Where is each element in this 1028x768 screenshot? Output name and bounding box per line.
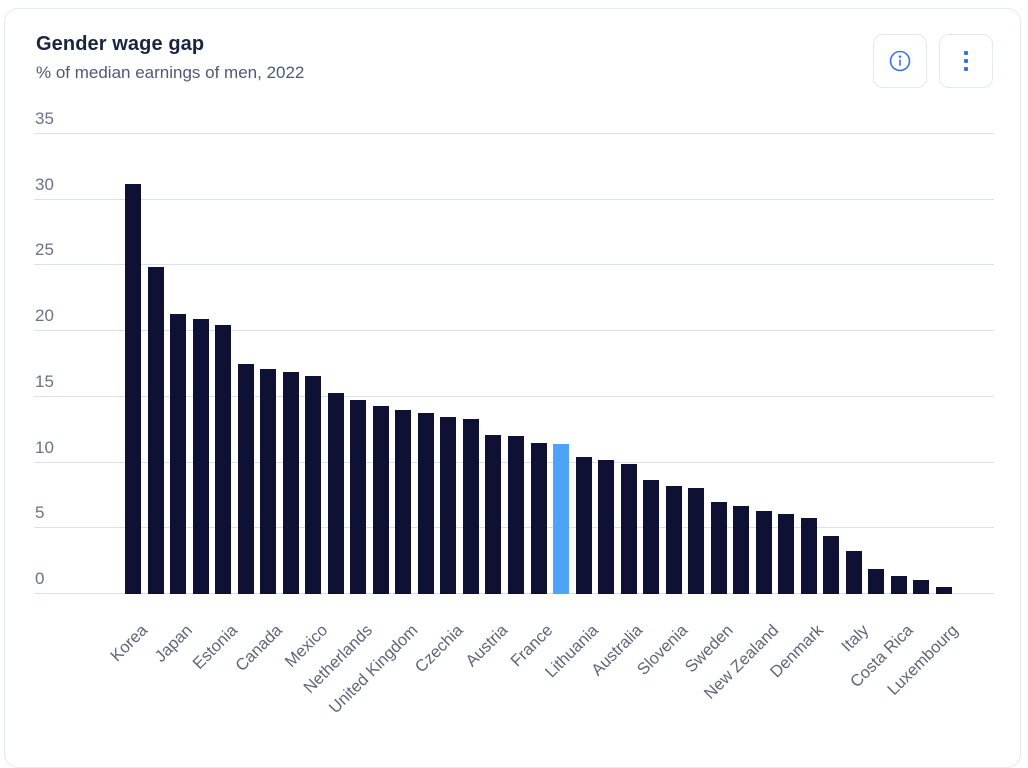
bar-slovenia[interactable] xyxy=(665,486,682,594)
bar-14[interactable] xyxy=(417,412,434,594)
x-label-austria: Austria xyxy=(462,621,512,671)
bar-australia[interactable] xyxy=(620,463,637,594)
gridline-35 xyxy=(34,133,994,134)
y-tick-label-35: 35 xyxy=(35,109,54,128)
page-title: Gender wage gap xyxy=(36,33,205,55)
y-tick-label-15: 15 xyxy=(35,371,54,391)
y-tick-label-0: 0 xyxy=(35,569,45,588)
bar-8[interactable] xyxy=(282,371,299,594)
bar-4[interactable] xyxy=(192,319,209,594)
bar-2[interactable] xyxy=(147,266,164,594)
gridline-15 xyxy=(34,395,994,397)
bar-korea[interactable] xyxy=(125,183,141,594)
chart-toolbar xyxy=(873,34,993,88)
chart-header: Gender wage gap % of median earnings of … xyxy=(36,33,304,83)
x-label-estonia: Estonia xyxy=(189,621,242,673)
gridline-30 xyxy=(34,198,994,200)
bar-26[interactable] xyxy=(688,487,705,594)
info-icon xyxy=(889,50,911,72)
x-label-italy: Italy xyxy=(837,621,872,656)
bar-estonia[interactable] xyxy=(215,324,232,594)
bar-20-highlighted[interactable] xyxy=(553,444,570,594)
y-tick-label-10: 10 xyxy=(35,437,54,457)
bar-22[interactable] xyxy=(598,459,615,594)
bar-sweden[interactable] xyxy=(710,502,727,594)
gridline-20 xyxy=(34,330,994,332)
x-label-korea: Korea xyxy=(107,621,152,666)
kebab-menu-icon xyxy=(964,51,968,71)
bars xyxy=(125,134,952,594)
bar-24[interactable] xyxy=(643,479,660,594)
bar-16[interactable] xyxy=(462,419,479,594)
bar-6[interactable] xyxy=(237,364,254,594)
chart-card: Gender wage gap % of median earnings of … xyxy=(4,8,1021,768)
bar-japan[interactable] xyxy=(170,314,187,594)
bar-new-zealand[interactable] xyxy=(755,511,772,594)
bar-30[interactable] xyxy=(778,513,795,594)
bar-italy[interactable] xyxy=(845,550,862,594)
x-label-canada: Canada xyxy=(232,621,287,675)
bar-denmark[interactable] xyxy=(800,517,817,594)
bar-austria[interactable] xyxy=(485,434,502,594)
y-tick-label-20: 20 xyxy=(35,306,54,326)
y-tick-label-30: 30 xyxy=(35,174,54,194)
bar-mexico[interactable] xyxy=(305,375,322,594)
bar-czechia[interactable] xyxy=(440,416,457,594)
x-axis-labels: Korea Japan Estonia Canada Mexico Netherlands… xyxy=(107,606,962,756)
bar-32[interactable] xyxy=(823,536,840,594)
bar-united-kingdom[interactable] xyxy=(395,410,412,594)
bar-costa-rica[interactable] xyxy=(890,575,907,594)
y-tick-label-25: 25 xyxy=(35,240,54,260)
info-button[interactable] xyxy=(873,34,927,88)
x-label-czechia: Czechia xyxy=(411,621,467,677)
plot-area: 0 5 10 15 20 25 30 35 xyxy=(34,110,994,594)
bar-28[interactable] xyxy=(733,505,750,594)
bar-luxembourg[interactable] xyxy=(936,587,952,594)
bar-canada[interactable] xyxy=(260,369,277,594)
chart-subtitle: % of median earnings of men, 2022 xyxy=(36,63,305,82)
bar-34[interactable] xyxy=(868,569,885,594)
more-options-button[interactable] xyxy=(939,34,993,88)
bar-netherlands[interactable] xyxy=(350,399,367,594)
bar-lithuania[interactable] xyxy=(575,457,592,594)
y-tick-label-5: 5 xyxy=(35,503,45,523)
gridline-25 xyxy=(34,264,994,266)
bar-18[interactable] xyxy=(507,436,524,594)
bar-france[interactable] xyxy=(530,442,547,594)
bar-10[interactable] xyxy=(327,392,344,594)
bar-36[interactable] xyxy=(913,579,930,594)
bar-12[interactable] xyxy=(372,406,389,594)
